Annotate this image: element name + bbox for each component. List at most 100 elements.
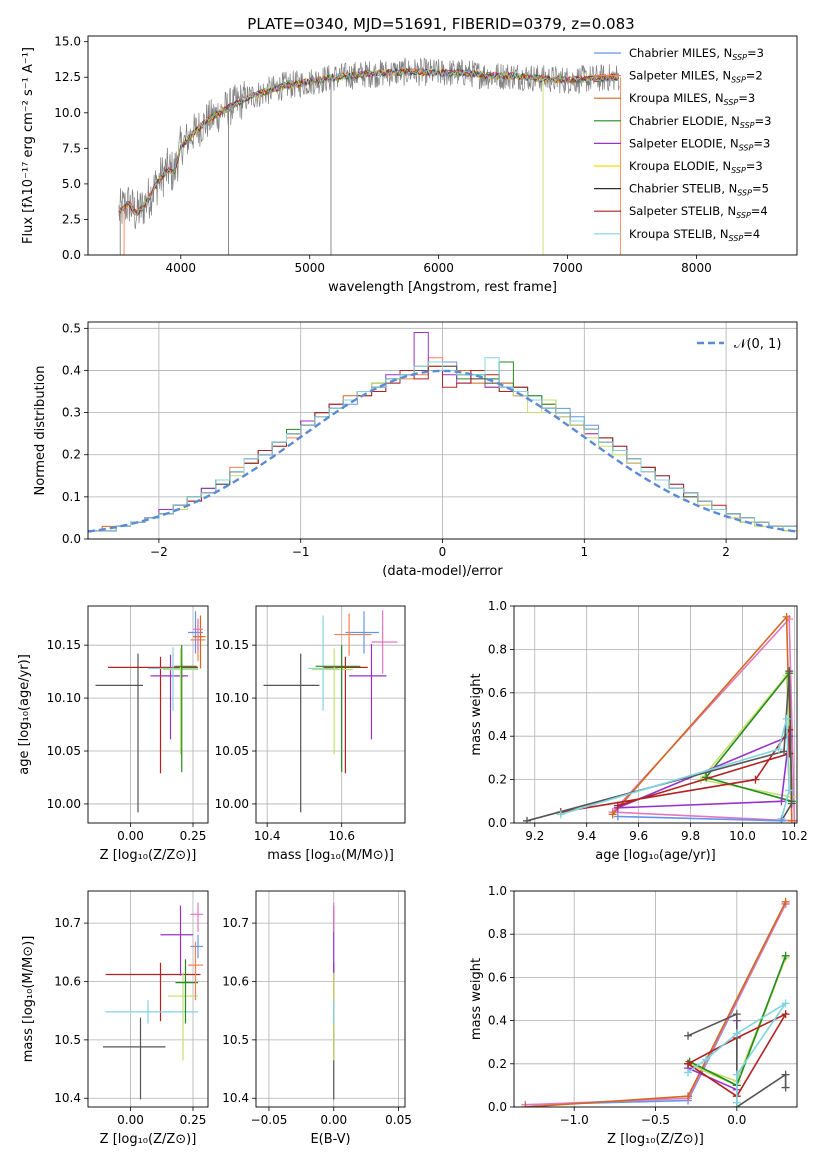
histogram-plot-area [88,332,797,539]
y-tick-label: 10.4 [222,1091,249,1105]
axes-0: 4000 5000 6000 7000 8000 0.0 2.5 5.0 7.5 10.0 12.5… [21,35,712,295]
x-tick-label: 1 [580,545,588,559]
y-tick-label: 0.0 [488,816,507,830]
weight-line-8 [617,815,782,822]
model-spectrum-4 [118,67,619,214]
weight-marker [781,1083,790,1092]
x-tick-label: 8000 [681,261,712,275]
weight-marker [787,816,796,823]
y-axis-label: Normed distribution [33,366,48,496]
model-spectrum-3 [118,67,619,214]
y-axis-label: mass [log₁₀(M/M⊙)] [21,936,36,1063]
weight-marker [701,1055,710,1064]
y-tick-label: 10.5 [222,1033,249,1047]
model-spectrum-1 [118,67,619,217]
weight-marker [782,612,791,621]
weight-marker [781,1010,790,1019]
weight-marker [522,816,531,823]
y-tick-label: 0.6 [488,970,507,984]
y-tick-label: 1.0 [488,599,507,613]
y-tick-label: 10.15 [215,638,249,652]
spectrum-title: PLATE=0340, MJD=51691, FIBERID=0379, z=0… [247,15,634,33]
weight-marker [732,1029,741,1038]
weight-line-0 [612,616,796,822]
x-tick-label: 7000 [552,261,583,275]
legend-entry: Salpeter MILES, NSSP=2 [629,69,763,85]
y-axis-label: Flux [fλ10⁻¹⁷ erg cm⁻² s⁻¹ A⁻¹] [21,47,36,244]
model-spectrum-2 [118,68,619,216]
weight-marker [785,786,794,795]
legend-entry: 𝒩(0, 1) [734,337,781,352]
axes-frame-6 [255,890,406,1108]
weight-marker [781,999,790,1008]
axes-1: −2 −1 0 1 2 0.0 0.1 0.2 0.3 0.4 0.5 (data-model)/er… [33,321,797,579]
weight-marker [613,812,622,821]
y-tick-label: 0.6 [488,686,507,700]
axes-frame-4 [513,605,798,824]
y-tick-label: 10.10 [215,691,249,705]
legend-entry: Kroupa ELODIE, NSSP=3 [629,159,763,175]
legend-entry: Chabrier STELIB, NSSP=5 [629,182,769,198]
weight-marker [732,1010,741,1019]
weight-line-7 [560,718,791,819]
y-axis-label: mass weight [469,673,484,755]
legend-entry: Kroupa MILES, NSSP=3 [629,91,755,107]
axes-frame-7 [513,890,798,1108]
weight-marker [613,801,622,810]
x-axis-label: age [log₁₀(age/yr)] [595,848,716,863]
axes-frame-2 [87,605,209,824]
model-spectrum-6 [118,67,619,216]
weight-marker [774,745,783,754]
x-tick-label: 0.00 [117,1113,144,1127]
y-tick-label: 0.4 [62,363,81,377]
x-tick-label: −2 [150,545,168,559]
x-axis-label: (data-model)/error [382,564,503,579]
legend-entry: Salpeter ELODIE, NSSP=3 [629,136,770,152]
y-tick-label: 5.0 [62,177,81,191]
y-tick-label: 10.00 [215,797,249,811]
x-tick-label: 9.6 [629,829,648,843]
x-axis-label: Z [log₁₀(Z/Z⊙)] [607,1132,704,1147]
x-tick-label: 9.8 [681,829,700,843]
y-tick-label: 0.5 [62,321,81,335]
weight-marker [556,810,565,819]
weight-marker [751,775,760,784]
y-tick-label: 0.2 [488,773,507,787]
axes-frame-5 [87,890,209,1108]
axes-5: 0.00 0.25 10.4 10.5 10.6 10.7 Z [log₁₀(Z/Z⊙)] m… [21,891,208,1147]
y-tick-label: 7.5 [62,141,81,155]
errorbar-plot-area [263,610,398,813]
weight-marker [684,1068,693,1077]
axes-7: −1.0 −0.5 0.0 0.0 0.2 0.4 0.6 0.8 1.0 Z [log₁₀(Z/… [469,884,797,1147]
observed-spectrum [118,57,620,230]
errorbar-plot-area [103,902,203,1100]
y-tick-label: 0.0 [62,248,81,262]
legend-entry: Salpeter STELIB, NSSP=4 [629,204,768,220]
y-tick-label: 10.6 [54,974,81,988]
y-tick-label: 0.8 [488,927,507,941]
weight-marker [684,1031,693,1040]
weight-line-7 [687,1012,787,1107]
weight-plot-area [522,612,797,823]
weight-marker [781,951,790,960]
weight-marker [780,747,789,756]
weight-marker [732,1070,741,1079]
weight-marker [608,810,617,819]
model-spectrum-0 [118,68,619,216]
y-tick-label: 10.05 [215,744,249,758]
x-tick-label: 9.4 [577,829,596,843]
weight-marker [782,714,791,723]
y-tick-label: 10.5 [54,1033,81,1047]
weight-marker [777,797,786,806]
legend-entry: Kroupa STELIB, NSSP=4 [629,227,760,243]
x-tick-label: 10.2 [781,829,808,843]
x-tick-label: −0.5 [641,1113,670,1127]
y-tick-label: 10.15 [47,638,81,652]
weight-marker [684,1092,693,1101]
x-axis-label: mass [log₁₀(M/M⊙)] [267,848,394,863]
x-tick-label: 5000 [294,261,325,275]
y-axis-label: age [log₁₀(age/yr)] [17,654,32,775]
y-tick-label: 1.0 [488,884,507,898]
weight-line-5 [560,727,790,813]
